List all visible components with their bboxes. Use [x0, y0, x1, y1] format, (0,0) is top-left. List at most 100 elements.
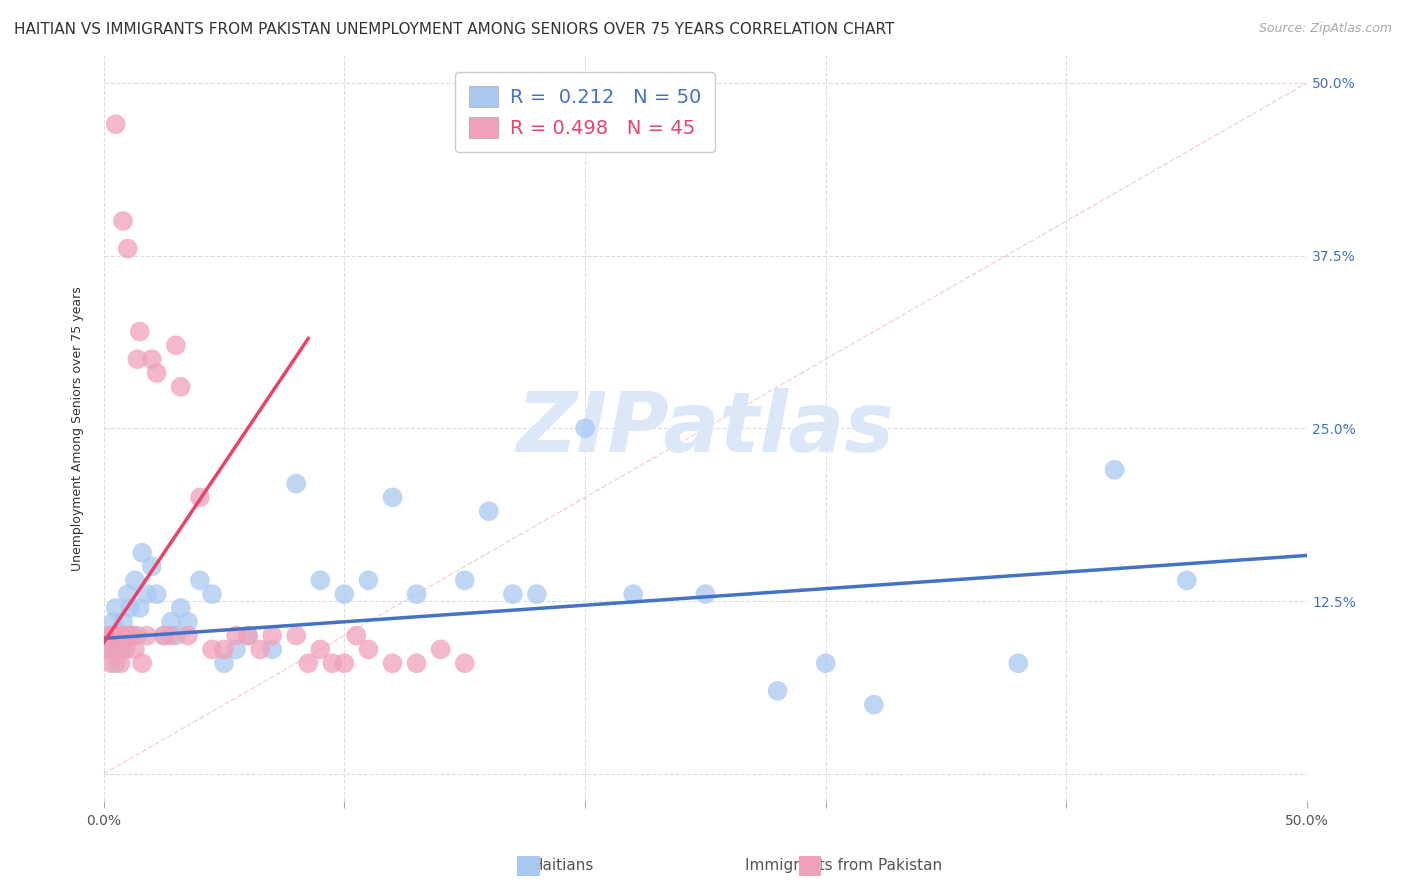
Point	[249, 642, 271, 657]
Point	[141, 352, 163, 367]
Point	[262, 629, 284, 643]
Point	[145, 366, 167, 380]
Point	[100, 642, 122, 657]
Point	[225, 642, 247, 657]
Point	[333, 657, 356, 671]
Point	[454, 657, 477, 671]
Point	[333, 587, 356, 601]
Point	[136, 629, 159, 643]
Y-axis label: Unemployment Among Seniors over 75 years: Unemployment Among Seniors over 75 years	[72, 286, 84, 571]
Point	[124, 642, 146, 657]
Text: HAITIAN VS IMMIGRANTS FROM PAKISTAN UNEMPLOYMENT AMONG SENIORS OVER 75 YEARS COR: HAITIAN VS IMMIGRANTS FROM PAKISTAN UNEM…	[14, 22, 894, 37]
Point	[321, 657, 343, 671]
Point	[188, 574, 211, 588]
Point	[165, 338, 187, 352]
Point	[357, 642, 380, 657]
Text: Immigrants from Pakistan: Immigrants from Pakistan	[745, 858, 942, 872]
Point	[117, 629, 139, 643]
Point	[381, 657, 404, 671]
Point	[212, 657, 235, 671]
Point	[502, 587, 524, 601]
Point	[478, 504, 501, 518]
Point	[405, 587, 427, 601]
Point	[177, 629, 200, 643]
Point	[124, 574, 146, 588]
Point	[117, 629, 139, 643]
Point	[177, 615, 200, 629]
Point	[160, 615, 183, 629]
Point	[201, 587, 224, 601]
Point	[814, 657, 837, 671]
Point	[225, 629, 247, 643]
Point	[153, 629, 176, 643]
Point	[381, 491, 404, 505]
Point	[285, 476, 308, 491]
Point	[188, 491, 211, 505]
Point	[97, 629, 120, 643]
Point	[104, 642, 127, 657]
Point	[1104, 463, 1126, 477]
Point	[103, 629, 125, 643]
Point	[621, 587, 644, 601]
Point	[104, 657, 127, 671]
Point	[165, 629, 187, 643]
Point	[117, 242, 139, 256]
Point	[526, 587, 548, 601]
Point	[127, 629, 149, 643]
Point	[309, 574, 332, 588]
Point	[127, 352, 149, 367]
Point	[201, 642, 224, 657]
Point	[111, 629, 134, 643]
Point	[103, 615, 125, 629]
Point	[1007, 657, 1029, 671]
Point	[121, 629, 143, 643]
Text: Source: ZipAtlas.com: Source: ZipAtlas.com	[1258, 22, 1392, 36]
Point	[145, 587, 167, 601]
Point	[104, 117, 127, 131]
Point	[285, 629, 308, 643]
Point	[405, 657, 427, 671]
Point	[236, 629, 259, 643]
Point	[111, 214, 134, 228]
Point	[141, 559, 163, 574]
Point	[344, 629, 367, 643]
Point	[170, 380, 193, 394]
Point	[236, 629, 259, 643]
Point	[114, 642, 136, 657]
Point	[117, 587, 139, 601]
Point	[1175, 574, 1198, 588]
Point	[212, 642, 235, 657]
Point	[121, 629, 143, 643]
Point	[131, 657, 153, 671]
Point	[863, 698, 886, 712]
Text: ZIPatlas: ZIPatlas	[516, 388, 894, 469]
Point	[262, 642, 284, 657]
Point	[107, 629, 129, 643]
Legend: R =  0.212   N = 50, R = 0.498   N = 45: R = 0.212 N = 50, R = 0.498 N = 45	[456, 72, 714, 152]
Point	[128, 601, 150, 615]
Point	[128, 325, 150, 339]
Point	[111, 615, 134, 629]
Point	[574, 421, 596, 435]
Point	[357, 574, 380, 588]
Point	[97, 629, 120, 643]
Point	[114, 629, 136, 643]
Point	[695, 587, 717, 601]
Point	[429, 642, 451, 657]
Text: Haitians: Haitians	[531, 858, 593, 872]
Point	[104, 601, 127, 615]
Point	[94, 642, 117, 657]
Point	[153, 629, 176, 643]
Point	[107, 629, 129, 643]
Point	[297, 657, 319, 671]
Point	[110, 657, 132, 671]
Point	[100, 657, 122, 671]
Point	[160, 629, 183, 643]
Point	[170, 601, 193, 615]
Point	[766, 684, 789, 698]
Point	[309, 642, 332, 657]
Point	[454, 574, 477, 588]
Point	[110, 642, 132, 657]
Point	[136, 587, 159, 601]
Point	[131, 546, 153, 560]
